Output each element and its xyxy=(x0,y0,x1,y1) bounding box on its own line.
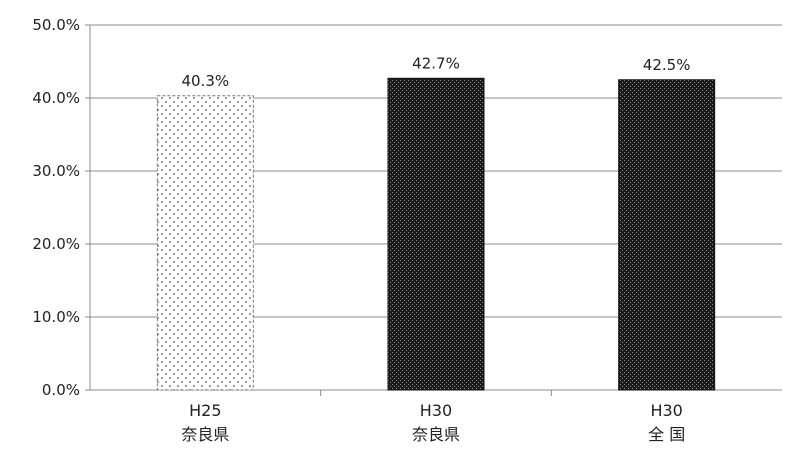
y-tick-label: 40.0% xyxy=(32,89,80,107)
x-tick-label: 全 国 xyxy=(648,425,685,444)
y-tick-label: 50.0% xyxy=(32,16,80,34)
bar-0 xyxy=(156,95,254,391)
data-label: 40.3% xyxy=(182,72,230,90)
x-tick-label: H30 xyxy=(420,401,452,420)
x-tick-label: 奈良県 xyxy=(412,425,460,444)
y-tick-label: 10.0% xyxy=(32,308,80,326)
y-tick-label: 20.0% xyxy=(32,235,80,253)
bar-1 xyxy=(387,77,485,391)
bars xyxy=(156,77,716,391)
data-label: 42.5% xyxy=(643,56,691,74)
bar-2 xyxy=(618,79,716,391)
labels: 0.0% 10.0% 20.0% 30.0% 40.0% 50.0% 40.3% H25 奈良県… xyxy=(32,16,690,444)
x-tick-label: 奈良県 xyxy=(181,425,229,444)
y-tick-label: 0.0% xyxy=(42,381,80,399)
x-tick-label: H30 xyxy=(650,401,682,420)
y-tick-label: 30.0% xyxy=(32,162,80,180)
data-label: 42.7% xyxy=(412,54,460,72)
x-tick-label: H25 xyxy=(189,401,221,420)
